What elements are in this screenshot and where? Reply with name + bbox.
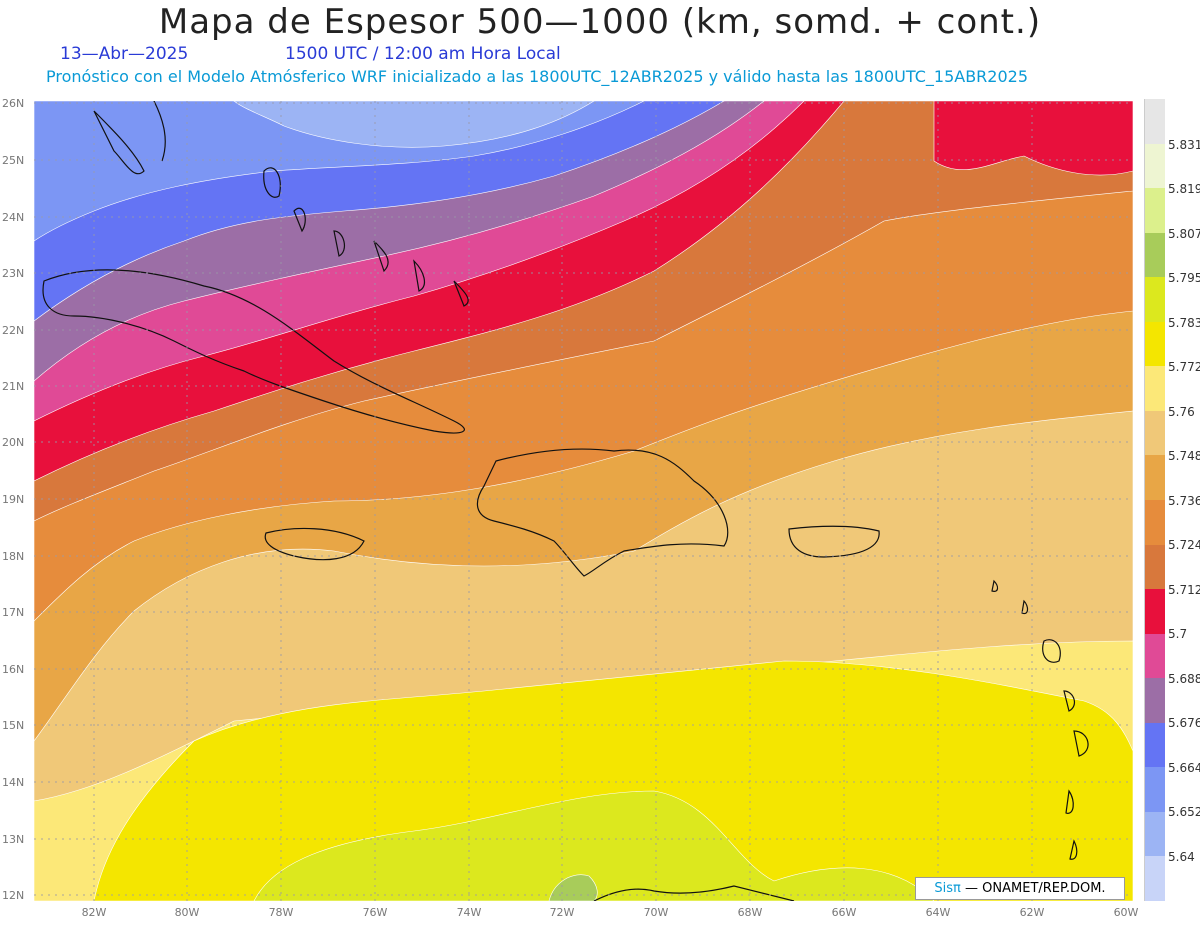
credit-brand: Sisπ <box>934 881 961 896</box>
colorbar-swatch <box>1144 767 1165 813</box>
colorbar-label: 5.795 <box>1168 271 1200 285</box>
lat-label: 14N <box>2 776 25 789</box>
lat-label: 12N <box>2 889 25 902</box>
lon-label: 78W <box>268 906 294 919</box>
colorbar-swatch <box>1144 277 1165 323</box>
colorbar-swatch <box>1144 811 1165 857</box>
colorbar-label: 5.7 <box>1168 627 1188 641</box>
lat-label: 21N <box>2 380 25 393</box>
coastlines <box>42 101 1089 901</box>
lat-label: 13N <box>2 833 25 846</box>
colorbar-swatch <box>1144 143 1165 189</box>
lon-label: 72W <box>549 906 575 919</box>
colorbar-label: 5.724 <box>1168 538 1200 552</box>
colorbar-label: 5.712 <box>1168 583 1200 597</box>
colorbar-label: 5.676 <box>1168 716 1200 730</box>
lon-label: 66W <box>831 906 857 919</box>
colorbar-swatch <box>1144 188 1165 234</box>
colorbar-label: 5.819 <box>1168 182 1200 196</box>
colorbar-swatch <box>1144 544 1165 590</box>
lat-label: 16N <box>2 663 25 676</box>
colorbar-swatch <box>1144 99 1165 144</box>
lat-label: 26N <box>2 97 25 110</box>
band-5640 <box>233 101 595 148</box>
thickness-map <box>34 101 1133 901</box>
colorbar-label: 5.736 <box>1168 494 1200 508</box>
colorbar-swatch <box>1144 321 1165 367</box>
date-label: 13—Abr—2025 <box>60 44 189 64</box>
colorbar-swatch <box>1144 633 1165 679</box>
model-description: Pronóstico con el Modelo Atmósferico WRF… <box>46 67 1029 86</box>
colorbar-swatch <box>1144 500 1165 545</box>
lat-label: 19N <box>2 493 25 506</box>
graticule <box>34 101 1133 901</box>
lon-label: 82W <box>81 906 107 919</box>
colorbar-label: 5.688 <box>1168 672 1200 686</box>
colorbar-label: 5.652 <box>1168 805 1200 819</box>
colorbar-swatch <box>1144 366 1165 412</box>
colorbar-label: 5.748 <box>1168 449 1200 463</box>
lat-label: 24N <box>2 211 25 224</box>
colorbar-swatch <box>1144 455 1165 501</box>
lon-label: 64W <box>925 906 951 919</box>
credit-text: — ONAMET/REP.DOM. <box>965 881 1106 896</box>
colorbar-label: 5.783 <box>1168 316 1200 330</box>
colorbar-label: 5.772 <box>1168 360 1200 374</box>
lat-label: 17N <box>2 606 25 619</box>
lon-label: 68W <box>737 906 763 919</box>
lat-label: 20N <box>2 436 25 449</box>
lon-label: 70W <box>643 906 669 919</box>
colorbar-label: 5.664 <box>1168 761 1200 775</box>
lat-label: 23N <box>2 267 25 280</box>
patch-5700-ne <box>933 101 1133 176</box>
map-title: Mapa de Espesor 500—1000 (km, somd. + co… <box>158 2 1042 42</box>
lat-label: 22N <box>2 324 25 337</box>
band-5783 <box>253 790 935 901</box>
lon-label: 60W <box>1113 906 1139 919</box>
time-label: 1500 UTC / 12:00 am Hora Local <box>285 44 561 64</box>
lon-label: 62W <box>1019 906 1045 919</box>
colorbar-swatch <box>1144 410 1165 456</box>
colorbar-swatch <box>1144 232 1165 278</box>
colorbar-swatch <box>1144 678 1165 724</box>
colorbar-swatch <box>1144 856 1165 902</box>
lon-label: 74W <box>456 906 482 919</box>
lat-label: 25N <box>2 154 25 167</box>
colorbar-label: 5.807 <box>1168 227 1200 241</box>
lat-label: 15N <box>2 719 25 732</box>
colorbar-label: 5.76 <box>1168 405 1195 419</box>
band-5795 <box>548 874 598 901</box>
credit-box: Sisπ — ONAMET/REP.DOM. <box>915 877 1125 900</box>
colorbar-label: 5.831 <box>1168 138 1200 152</box>
colorbar-label: 5.64 <box>1168 850 1195 864</box>
colorbar-swatch <box>1144 722 1165 768</box>
lat-label: 18N <box>2 550 25 563</box>
lon-label: 80W <box>174 906 200 919</box>
lon-label: 76W <box>362 906 388 919</box>
thickness-contours <box>34 101 1133 901</box>
colorbar-swatch <box>1144 589 1165 635</box>
band-5772 <box>93 660 1133 901</box>
